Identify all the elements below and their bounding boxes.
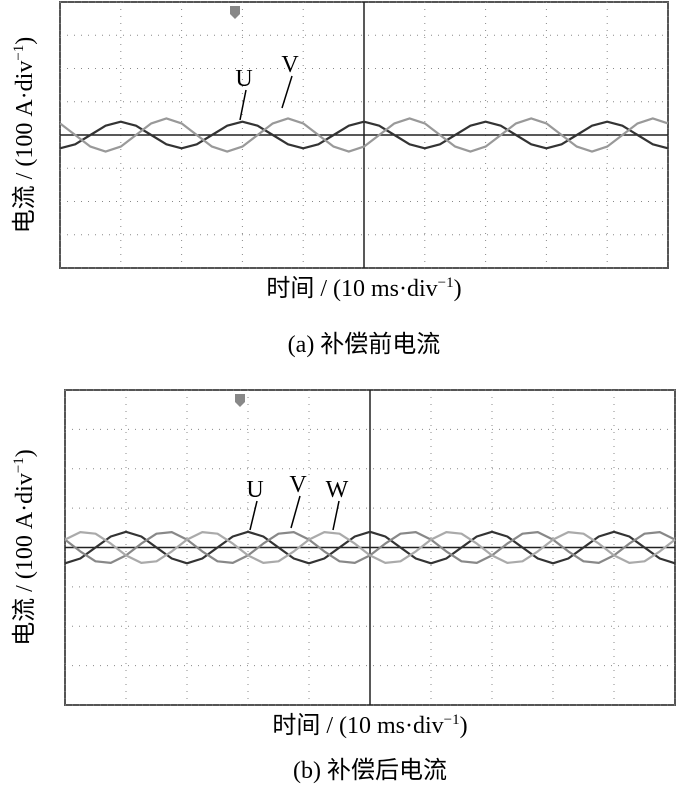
x-axis-label-main: 时间 / (10 ms·div bbox=[266, 275, 437, 302]
y-axis-label-end: ) bbox=[12, 37, 38, 45]
x-axis-label-sup: −1 bbox=[438, 275, 454, 291]
y-axis-label: 电流 / (100 A·div−1) bbox=[11, 37, 38, 234]
x-axis-label-end: ) bbox=[454, 276, 462, 302]
waveform bbox=[59, 120, 669, 150]
caption: (a) 补偿前电流 bbox=[288, 331, 441, 358]
y-axis-label-main: 电流 / (100 A·div bbox=[11, 473, 38, 646]
trigger-marker bbox=[235, 394, 245, 407]
series-label: V bbox=[281, 52, 299, 78]
x-axis-label-sup: −1 bbox=[444, 712, 460, 728]
y-axis-label: 电流 / (100 A·div−1) bbox=[11, 449, 38, 646]
x-axis-label: 时间 / (10 ms·div−1) bbox=[272, 712, 467, 739]
waveform bbox=[59, 117, 669, 153]
y-axis-label-sup: −1 bbox=[11, 457, 27, 473]
waveform bbox=[64, 531, 676, 564]
series-label: W bbox=[326, 477, 349, 503]
label-leader bbox=[332, 500, 340, 531]
label-leader bbox=[249, 500, 258, 531]
x-axis-label-end: ) bbox=[460, 713, 468, 739]
x-axis-label-main: 时间 / (10 ms·div bbox=[272, 712, 443, 739]
label-leader bbox=[290, 495, 301, 529]
label-leader bbox=[239, 89, 247, 121]
trigger-marker bbox=[230, 6, 240, 19]
x-axis-label: 时间 / (10 ms·div−1) bbox=[266, 275, 461, 302]
y-axis-label-sup: −1 bbox=[11, 45, 27, 61]
series-label: U bbox=[235, 66, 252, 92]
series-label: U bbox=[246, 477, 263, 503]
series-label: V bbox=[289, 472, 307, 498]
y-axis-label-main: 电流 / (100 A·div bbox=[11, 61, 38, 234]
y-axis-label-end: ) bbox=[12, 449, 38, 457]
caption: (b) 补偿后电流 bbox=[293, 757, 447, 784]
label-leader bbox=[281, 75, 293, 109]
